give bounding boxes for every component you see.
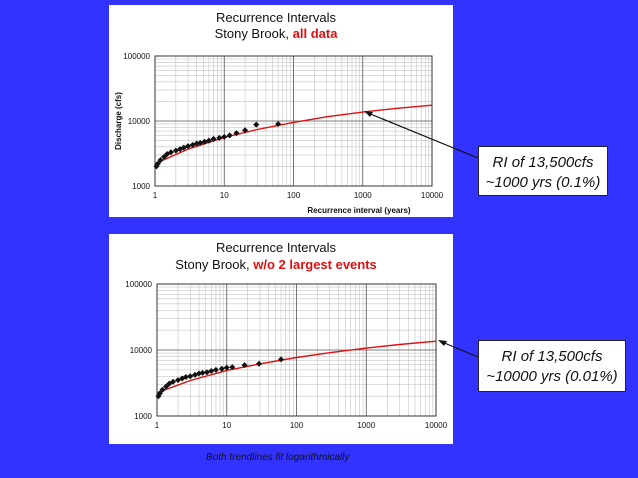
y-tick-label: 100000 — [125, 280, 152, 289]
data-point — [210, 135, 217, 142]
subtitle-highlight: all data — [293, 26, 339, 41]
data-point — [256, 360, 263, 367]
arrowhead-bottom — [438, 340, 447, 346]
data-point — [253, 121, 260, 128]
x-tick-label: 10000 — [425, 421, 448, 430]
data-point — [185, 143, 192, 150]
data-point — [212, 366, 219, 373]
data-point — [203, 369, 210, 376]
data-point — [208, 368, 215, 375]
data-point — [218, 365, 225, 372]
data-point — [233, 130, 240, 137]
footnote: Both trendlines fit logarithmically — [206, 452, 350, 463]
callout-top-line2: ~1000 yrs (0.1%) — [485, 174, 601, 191]
data-point — [187, 373, 194, 380]
data-point — [163, 383, 170, 390]
arrow-line-bottom — [441, 341, 479, 358]
data-point — [156, 390, 163, 397]
data-point — [221, 133, 228, 140]
data-point — [229, 364, 236, 371]
grid — [154, 55, 433, 187]
data-point — [153, 163, 160, 170]
data-point — [205, 137, 212, 144]
y-tick-label: 1000 — [132, 182, 150, 191]
callout-bottom-line1: RI of 13,500cfs — [501, 348, 603, 365]
data-point — [174, 377, 181, 384]
subtitle-highlight: w/o 2 largest events — [252, 257, 377, 272]
x-tick-label: 100 — [287, 191, 301, 200]
x-tick-label: 1000 — [354, 191, 372, 200]
data-point — [154, 160, 161, 167]
x-tick-label: 10000 — [421, 191, 444, 200]
data-point — [223, 364, 230, 371]
subtitle-prefix: Stony Brook, — [175, 257, 253, 272]
y-axis-label: Discharge (cfs) — [114, 92, 123, 150]
trendline — [156, 340, 437, 394]
callout-bottom-line2: ~10000 yrs (0.01%) — [486, 368, 618, 385]
data-point — [195, 370, 202, 377]
y-tick-label: 10000 — [128, 117, 151, 126]
chart-svg-all-data: Recurrence Intervals Stony Brook, all da… — [114, 10, 444, 215]
data-point — [241, 362, 248, 369]
callout-bottom: RI of 13,500cfs ~10000 yrs (0.01%) — [478, 340, 626, 392]
data-point — [161, 153, 168, 160]
data-point — [216, 134, 223, 141]
data-point — [197, 139, 204, 146]
chart-svg-without-largest: Recurrence Intervals Stony Brook, w/o 2 … — [125, 240, 448, 430]
recurrence-chart-without-largest: Recurrence Intervals Stony Brook, w/o 2 … — [109, 234, 453, 444]
arrowhead-top — [364, 111, 373, 117]
plot-border — [154, 55, 433, 187]
x-tick-label: 10 — [220, 191, 229, 200]
data-point — [157, 157, 164, 164]
chart-title: Recurrence Intervals — [216, 240, 336, 255]
data-point — [170, 378, 177, 385]
y-tick-label: 10000 — [130, 346, 153, 355]
plot-border — [156, 283, 437, 417]
data-point — [226, 132, 233, 139]
data-point — [182, 373, 189, 380]
arrow-line-top — [367, 112, 479, 159]
x-tick-label: 1000 — [357, 421, 375, 430]
y-tick-label: 100000 — [123, 52, 150, 61]
chart-title: Recurrence Intervals — [216, 10, 336, 25]
data-point — [199, 369, 206, 376]
grid — [156, 283, 437, 417]
chart-subtitle: Stony Brook, all data — [215, 26, 339, 41]
callout-top-line1: RI of 13,500cfs — [492, 154, 594, 171]
data-point — [242, 127, 249, 134]
subtitle-prefix: Stony Brook, — [215, 26, 293, 41]
x-tick-label: 1 — [153, 191, 158, 200]
data-point — [201, 138, 208, 145]
callout-top: RI of 13,500cfs ~1000 yrs (0.1%) — [478, 146, 608, 196]
x-tick-label: 10 — [222, 421, 231, 430]
recurrence-chart-all-data: Recurrence Intervals Stony Brook, all da… — [109, 5, 453, 217]
y-tick-label: 1000 — [134, 412, 152, 421]
x-tick-label: 100 — [290, 421, 304, 430]
chart-subtitle: Stony Brook, w/o 2 largest events — [175, 257, 377, 272]
x-axis-label: Recurrence interval (years) — [307, 206, 411, 215]
x-tick-label: 1 — [155, 421, 160, 430]
data-point — [159, 386, 166, 393]
data-point — [275, 120, 282, 127]
data-point — [167, 149, 174, 156]
